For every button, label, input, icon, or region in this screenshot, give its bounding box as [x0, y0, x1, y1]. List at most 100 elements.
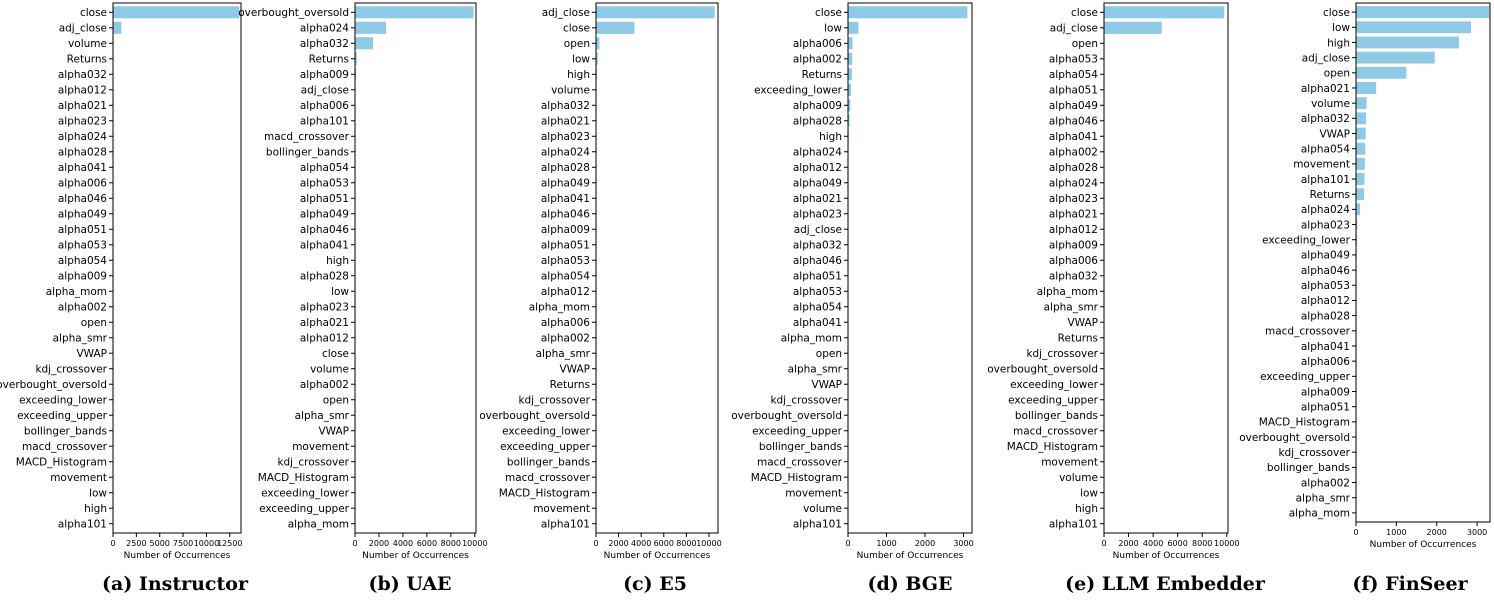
category-label: high [1327, 37, 1350, 49]
category-label: kdj_crossover [518, 395, 590, 407]
category-label: alpha009 [1301, 386, 1350, 398]
category-label: overbought_oversold [731, 410, 842, 422]
category-label: alpha021 [58, 100, 107, 112]
x-axis-label: Number of Occurrences [857, 551, 964, 561]
category-label: alpha053 [58, 240, 107, 252]
category-label: open [1072, 38, 1098, 50]
category-label: alpha053 [1301, 280, 1350, 292]
x-tick-label: 0 [352, 539, 357, 548]
category-label: kdj_crossover [35, 364, 107, 376]
category-label: macd_crossover [757, 457, 843, 469]
bar [596, 21, 635, 34]
x-axis-label: Number of Occurrences [124, 551, 231, 561]
category-label: volume [803, 503, 842, 515]
category-label: alpha021 [1049, 209, 1098, 221]
category-label: alpha023 [541, 131, 590, 143]
category-label: volume [310, 364, 349, 376]
category-label: low [572, 54, 590, 66]
category-label: Returns [550, 379, 590, 391]
category-label: Returns [67, 54, 107, 66]
x-tick-label: 6000 [1167, 539, 1187, 548]
category-label: movement [292, 441, 349, 453]
category-label: bollinger_bands [1015, 410, 1098, 422]
category-label: alpha009 [1049, 240, 1098, 252]
category-label: alpha051 [300, 193, 349, 205]
category-label: Returns [802, 69, 842, 81]
x-tick-label: 5000 [150, 539, 170, 548]
category-label: alpha101 [300, 116, 349, 128]
bar [848, 21, 859, 34]
category-label: alpha051 [793, 271, 842, 283]
category-label: open [323, 395, 349, 407]
bar [1356, 218, 1358, 231]
bar [113, 21, 122, 34]
category-label: alpha_smr [53, 333, 108, 345]
bar [848, 6, 968, 19]
category-label: alpha023 [793, 209, 842, 221]
category-label: movement [50, 472, 107, 484]
plot-frame [847, 2, 973, 534]
category-label: exceeding_lower [754, 85, 843, 97]
category-label: overbought_oversold [0, 379, 107, 391]
category-label: MACD_Histogram [499, 488, 590, 500]
x-tick-label: 8000 [676, 539, 696, 548]
category-label: alpha002 [1049, 147, 1098, 159]
category-label: alpha054 [58, 255, 107, 267]
category-label: macd_crossover [505, 472, 591, 484]
bar [1356, 203, 1361, 216]
caption-llm-embedder: (e) LLM Embedder [1065, 573, 1265, 595]
x-tick-label: 2000 [1118, 539, 1138, 548]
category-label: kdj_crossover [277, 457, 349, 469]
category-label: high [567, 69, 590, 81]
category-label: alpha_mom [529, 302, 590, 314]
x-tick-label: 7500 [173, 539, 193, 548]
category-label: alpha101 [58, 519, 107, 531]
bar [355, 37, 373, 50]
category-label: kdj_crossover [1278, 447, 1350, 459]
bar [848, 68, 852, 81]
bar [596, 52, 598, 65]
x-tick-label: 3000 [1467, 528, 1487, 537]
x-tick-label: 0 [845, 539, 850, 548]
x-axis-label: Number of Occurrences [1370, 540, 1477, 550]
bar [355, 6, 474, 19]
x-axis-label: Number of Occurrences [604, 551, 711, 561]
category-label: alpha024 [541, 147, 590, 159]
bar [848, 99, 851, 112]
category-label: alpha021 [1301, 83, 1350, 95]
category-label: exceeding_lower [502, 426, 591, 438]
category-label: movement [785, 488, 842, 500]
category-label: alpha012 [1049, 224, 1098, 236]
x-tick-label: 1000 [876, 539, 896, 548]
plot-frame [112, 2, 242, 534]
category-label: alpha046 [793, 255, 842, 267]
category-label: MACD_Histogram [258, 472, 349, 484]
category-label: alpha054 [541, 271, 590, 283]
caption-uae: (b) UAE [368, 573, 452, 595]
category-label: close [1323, 7, 1350, 19]
category-label: alpha_smr [1044, 302, 1099, 314]
bar [1104, 21, 1162, 34]
category-label: bollinger_bands [1267, 462, 1350, 474]
category-label: high [1075, 503, 1098, 515]
category-label: volume [68, 38, 107, 50]
category-label: overbought_oversold [238, 7, 349, 19]
category-label: alpha012 [793, 162, 842, 174]
x-tick-label: 4000 [1143, 539, 1163, 548]
category-label: alpha054 [793, 302, 842, 314]
category-label: high [84, 503, 107, 515]
category-label: alpha021 [541, 116, 590, 128]
category-label: VWAP [559, 364, 590, 376]
chart-panel-2: overbought_oversold alpha024 alpha032 Retur… [238, 2, 488, 561]
category-label: alpha009 [300, 69, 349, 81]
category-label: movement [1041, 457, 1098, 469]
bar [355, 52, 357, 65]
plot-frame [595, 2, 719, 534]
category-label: bollinger_bands [759, 441, 842, 453]
category-label: alpha051 [541, 240, 590, 252]
category-label: kdj_crossover [770, 395, 842, 407]
category-label: alpha051 [1301, 401, 1350, 413]
category-label: alpha021 [300, 317, 349, 329]
category-label: exceeding_upper [1260, 371, 1351, 383]
